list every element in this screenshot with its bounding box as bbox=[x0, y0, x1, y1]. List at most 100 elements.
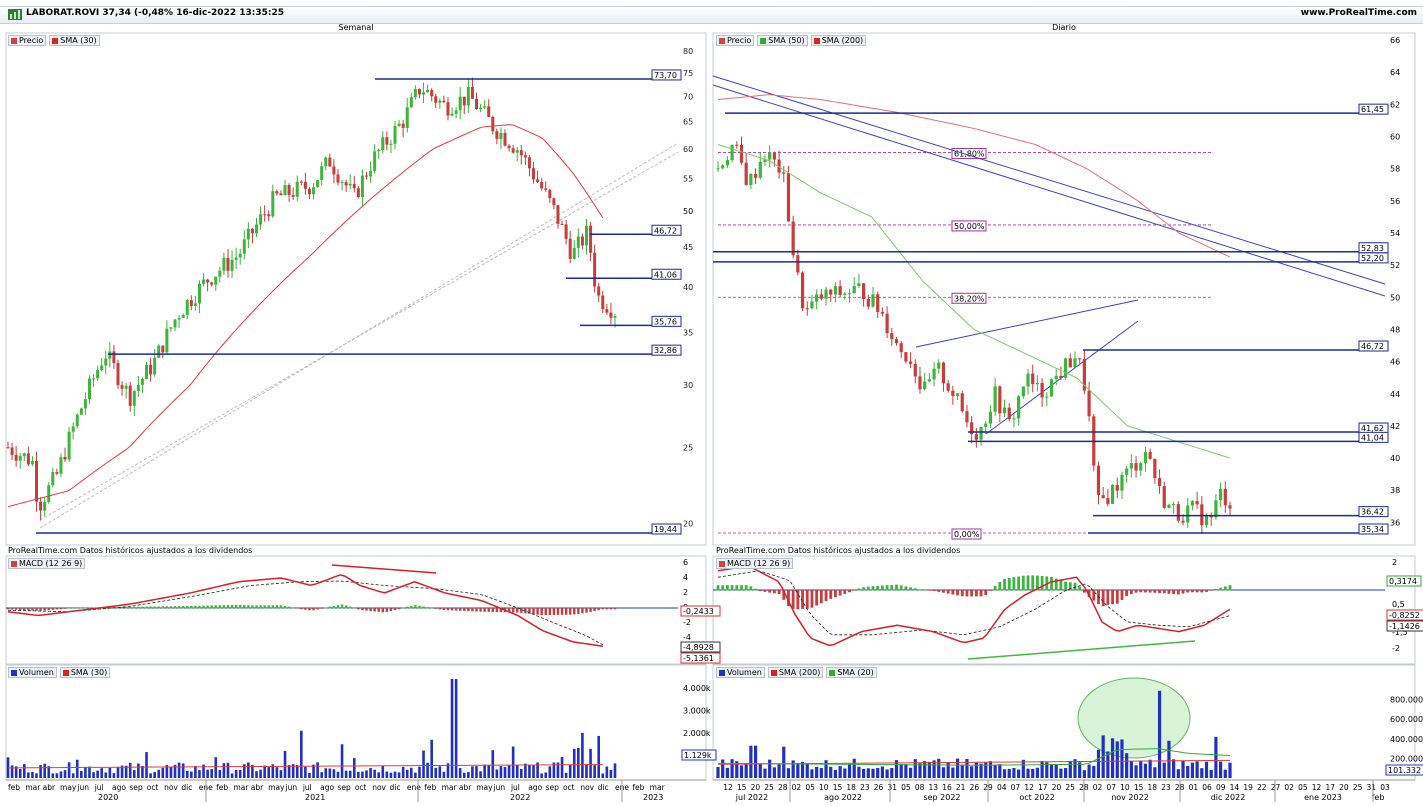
weekly-volume-bar bbox=[393, 771, 397, 778]
daily-macd-bar bbox=[721, 585, 725, 591]
weekly-volume-bar bbox=[202, 764, 205, 778]
daily-day-label: 04 bbox=[997, 783, 1007, 792]
daily-volume-bar bbox=[1200, 768, 1204, 778]
daily-volume-bar bbox=[908, 767, 913, 778]
weekly-volume-bar bbox=[401, 766, 405, 778]
weekly-macd-bar bbox=[450, 608, 454, 611]
weekly-volume-bar bbox=[39, 765, 42, 778]
daily-volume-bar bbox=[984, 761, 988, 778]
daily-volume-bar bbox=[946, 762, 950, 778]
weekly-volume-bar bbox=[275, 767, 279, 778]
daily-macd-bar bbox=[1172, 590, 1176, 595]
weekly-macd-value-box bbox=[680, 641, 721, 653]
daily-candle bbox=[1087, 390, 1091, 417]
daily-macd-bar bbox=[801, 590, 804, 609]
weekly-candle bbox=[332, 166, 336, 175]
daily-macd-tick: 0,5 bbox=[1392, 600, 1405, 609]
daily-candle bbox=[1101, 495, 1105, 499]
weekly-price-tick: 35 bbox=[683, 329, 693, 338]
weekly-macd-bar bbox=[283, 605, 287, 609]
daily-volume-bar bbox=[763, 768, 767, 778]
weekly-candle bbox=[79, 408, 83, 415]
weekly-macd-bar bbox=[467, 608, 470, 612]
weekly-volume-bar bbox=[173, 764, 177, 778]
daily-volume-legend[interactable]: Volumen SMA (200) SMA (20) bbox=[716, 667, 877, 678]
weekly-volume-bar bbox=[414, 772, 417, 778]
daily-macd-bar bbox=[805, 590, 809, 609]
weekly-candle bbox=[120, 385, 124, 389]
daily-candle bbox=[1223, 488, 1227, 506]
daily-macd-bar bbox=[942, 590, 945, 593]
weekly-note: ProRealTime.com Datos históricos ajustad… bbox=[8, 546, 253, 555]
daily-macd-bar bbox=[810, 590, 814, 608]
weekly-candle bbox=[422, 92, 426, 95]
daily-fib-label-box bbox=[951, 220, 987, 232]
weekly-macd-bar bbox=[226, 605, 230, 609]
daily-candle bbox=[1228, 505, 1232, 509]
weekly-macd-legend[interactable]: MACD (12 26 9) bbox=[8, 558, 86, 569]
daily-volume-tick: 400.000 bbox=[1390, 735, 1423, 744]
daily-volume-bar bbox=[937, 758, 941, 778]
weekly-level-label-box bbox=[651, 268, 682, 280]
daily-candle bbox=[1214, 500, 1218, 518]
daily-volume-bar bbox=[716, 766, 720, 778]
daily-candle bbox=[1134, 463, 1138, 471]
weekly-volume-bar bbox=[544, 772, 548, 778]
weekly-macd-bar bbox=[287, 606, 291, 609]
weekly-candle bbox=[299, 181, 303, 183]
daily-volume-bar bbox=[1176, 769, 1180, 778]
weekly-volume-bar bbox=[462, 772, 466, 778]
weekly-candle bbox=[511, 148, 515, 153]
daily-macd-bar bbox=[1195, 590, 1199, 593]
weekly-volume-bar bbox=[312, 764, 315, 778]
weekly-price-tick: 30 bbox=[683, 381, 693, 390]
weekly-candle bbox=[67, 431, 71, 460]
weekly-price-legend[interactable]: Precio SMA (30) bbox=[8, 35, 100, 46]
daily-volume-bar bbox=[1190, 762, 1195, 778]
daily-volume-bar bbox=[1078, 762, 1082, 778]
daily-candle bbox=[866, 299, 870, 307]
weekly-candle bbox=[385, 137, 389, 145]
weekly-candle bbox=[173, 319, 177, 328]
daily-candle bbox=[1186, 505, 1190, 523]
daily-macd-tick: 2 bbox=[1392, 558, 1397, 567]
weekly-volume-legend[interactable]: Volumen SMA (30) bbox=[8, 667, 111, 678]
weekly-month-label: abr bbox=[459, 783, 472, 792]
weekly-macd-bar bbox=[88, 607, 91, 609]
weekly-volume-bar bbox=[104, 772, 108, 778]
weekly-month-label: mar bbox=[25, 783, 41, 792]
weekly-candle bbox=[454, 110, 458, 114]
daily-candle bbox=[1045, 396, 1049, 398]
weekly-volume-bar bbox=[214, 757, 218, 778]
daily-macd-bar bbox=[1125, 590, 1129, 597]
weekly-candle bbox=[206, 279, 210, 283]
daily-price-legend[interactable]: Precio SMA (50) SMA (200) bbox=[716, 35, 867, 46]
daily-volume-bar bbox=[1134, 765, 1138, 778]
weekly-price-tick: 55 bbox=[683, 175, 693, 184]
weekly-candle bbox=[552, 198, 556, 206]
weekly-candle bbox=[287, 184, 291, 196]
daily-candle bbox=[988, 411, 993, 424]
weekly-volume-bar bbox=[63, 770, 67, 778]
daily-volume-bar bbox=[744, 763, 748, 778]
weekly-candle bbox=[161, 345, 165, 353]
daily-volume-bar bbox=[1092, 765, 1096, 778]
weekly-volume-bar bbox=[503, 767, 507, 778]
weekly-candle bbox=[116, 362, 120, 386]
weekly-macd-bar bbox=[31, 608, 34, 611]
daily-price-tick: 62 bbox=[1390, 100, 1400, 109]
weekly-candle bbox=[584, 225, 588, 246]
weekly-volume-bar bbox=[422, 750, 425, 778]
legend-sma30: SMA (30) bbox=[60, 35, 97, 45]
daily-macd-bar bbox=[730, 585, 734, 591]
weekly-candle bbox=[30, 461, 34, 465]
daily-volume-bar bbox=[1186, 766, 1190, 778]
daily-candle bbox=[951, 390, 955, 396]
daily-macd-legend[interactable]: MACD (12 26 9) bbox=[716, 558, 794, 569]
daily-volume-bar bbox=[800, 761, 805, 778]
daily-macd-bar bbox=[1158, 590, 1161, 593]
weekly-macd-bar bbox=[291, 607, 295, 609]
weekly-candle bbox=[197, 283, 201, 304]
weekly-candle bbox=[507, 145, 511, 149]
daily-candle bbox=[1106, 498, 1110, 504]
